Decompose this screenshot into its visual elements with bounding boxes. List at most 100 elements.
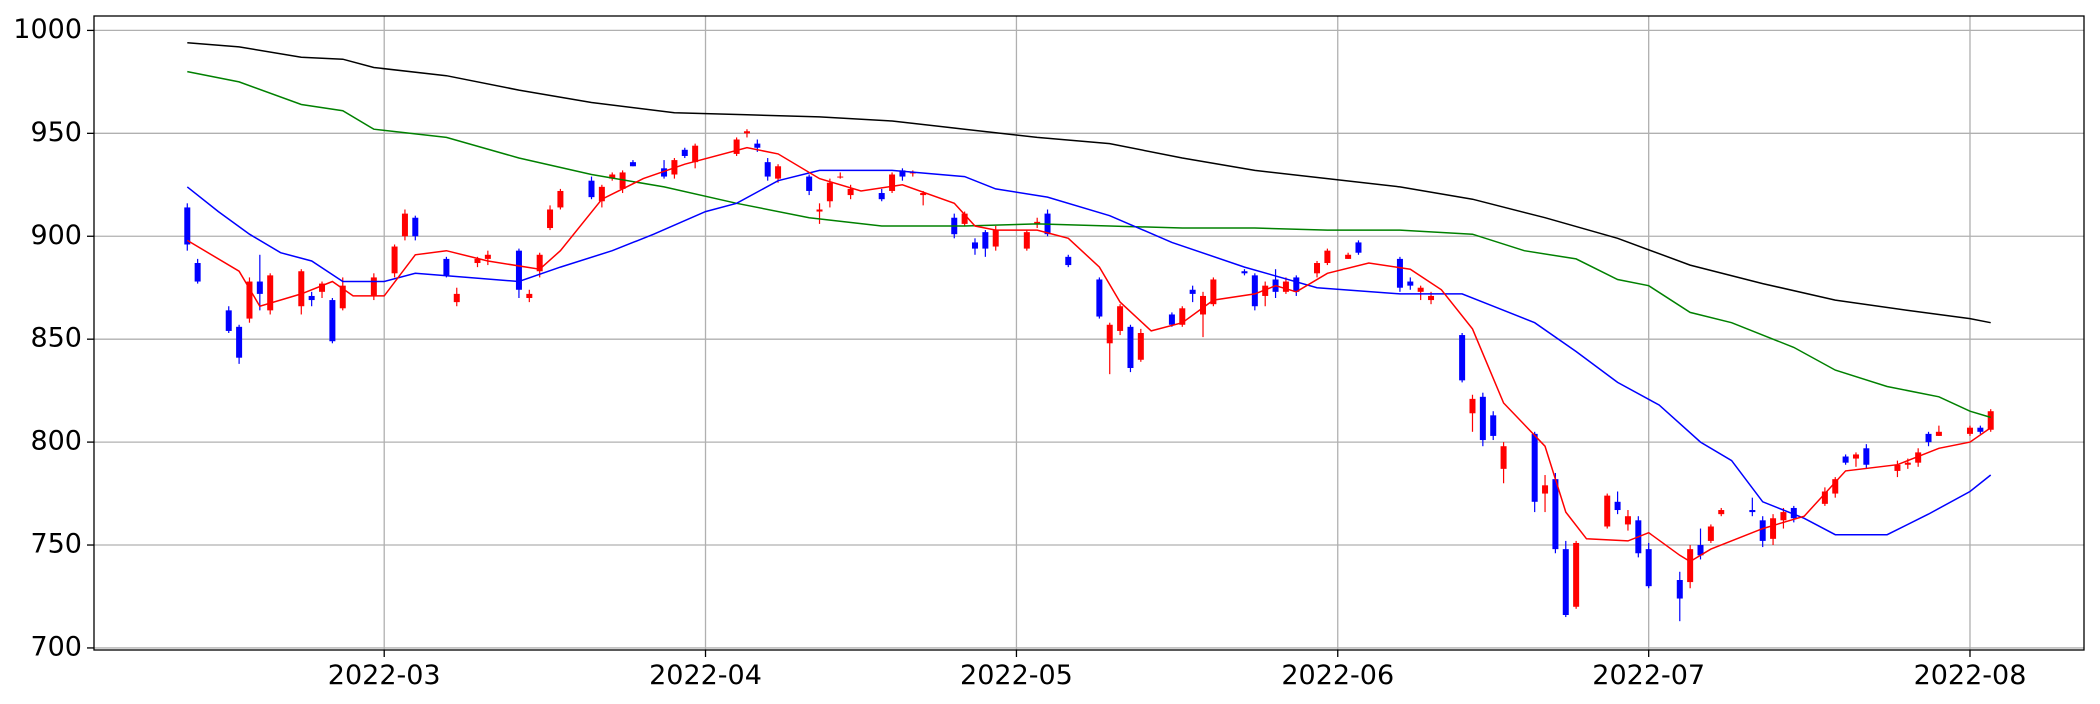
candle-body xyxy=(1459,335,1466,381)
candle-body xyxy=(961,213,968,224)
candle-body xyxy=(1355,242,1362,253)
candle-body xyxy=(1469,398,1476,414)
y-tick-label: 800 xyxy=(30,426,82,457)
candle-body xyxy=(681,149,688,156)
y-tick-label: 850 xyxy=(30,323,82,354)
candle-body xyxy=(1200,295,1207,315)
candle-body xyxy=(1645,549,1652,587)
candle-body xyxy=(1479,396,1486,441)
candle-body xyxy=(1282,281,1289,292)
candle-body xyxy=(1345,254,1352,259)
candle-body xyxy=(1490,415,1497,436)
candle-body xyxy=(1624,516,1631,525)
candle-body xyxy=(1790,507,1797,519)
candle-body xyxy=(1542,485,1549,494)
candle-body xyxy=(246,281,253,319)
candle-body xyxy=(1780,512,1787,521)
candle-body xyxy=(1106,324,1113,344)
candle-body xyxy=(1687,549,1694,583)
x-tick-label: 2022-06 xyxy=(1281,660,1394,691)
candle-body xyxy=(557,190,564,208)
candle-body xyxy=(453,293,460,303)
candle-body xyxy=(1417,287,1424,292)
candle-body xyxy=(1189,289,1196,294)
candle-body xyxy=(236,326,243,358)
candle-body xyxy=(1852,454,1859,459)
candle-body xyxy=(992,230,999,247)
plot-frame xyxy=(93,15,2085,651)
candle-body xyxy=(899,170,906,177)
candle-body xyxy=(1241,271,1248,274)
candle-body xyxy=(743,131,750,134)
candle-body xyxy=(1314,263,1321,274)
x-tick-label: 2022-04 xyxy=(649,660,762,691)
candle-body xyxy=(1925,433,1932,443)
candle-body xyxy=(629,162,636,167)
candle-body xyxy=(1023,232,1030,249)
candle-body xyxy=(391,246,398,274)
y-tick-label: 900 xyxy=(30,220,82,251)
candle-body xyxy=(619,172,626,189)
x-tick-label: 2022-03 xyxy=(328,660,441,691)
candle-body xyxy=(1987,411,1994,430)
candle-body xyxy=(225,310,232,331)
candle-body xyxy=(308,295,315,301)
y-tick-label: 1000 xyxy=(13,14,82,45)
candle-body xyxy=(1428,295,1435,301)
candle-body xyxy=(298,271,305,307)
candle-body xyxy=(194,263,201,282)
candle-body xyxy=(401,213,408,237)
candle-body xyxy=(319,283,326,292)
candle-body xyxy=(1604,495,1611,527)
candle-body xyxy=(1832,479,1839,494)
candle-body xyxy=(370,277,377,296)
candle-body xyxy=(816,209,823,212)
candle-body xyxy=(847,188,854,196)
candle-body xyxy=(1293,277,1300,292)
candle-body xyxy=(588,180,595,198)
candle-body xyxy=(754,143,761,148)
candle-body xyxy=(1573,542,1580,607)
candle-body xyxy=(1251,275,1258,307)
candle-body xyxy=(837,176,844,178)
candle-body xyxy=(256,281,263,294)
candle-body xyxy=(536,254,543,272)
y-tick-label: 700 xyxy=(30,631,82,662)
candle-body xyxy=(1863,448,1870,465)
candle-body xyxy=(547,209,554,229)
candle-body xyxy=(1562,549,1569,616)
candle-body xyxy=(889,174,896,191)
candle-body xyxy=(1065,256,1072,266)
candle-body xyxy=(412,217,419,237)
candle-body xyxy=(982,232,989,249)
candle-body xyxy=(1096,279,1103,317)
candle-body xyxy=(909,172,916,174)
candle-body xyxy=(1117,306,1124,331)
line-series xyxy=(187,70,1991,419)
candle-body xyxy=(609,174,616,179)
line-series xyxy=(187,42,1991,324)
candle-body xyxy=(339,285,346,309)
candle-body xyxy=(1977,427,1984,432)
candle-body xyxy=(329,300,336,342)
candle-body xyxy=(971,242,978,249)
candle-body xyxy=(474,258,481,264)
candle-body xyxy=(1210,279,1217,305)
candle-body xyxy=(1770,518,1777,539)
candle-body xyxy=(1396,258,1403,288)
candle-body xyxy=(526,293,533,299)
candle-body xyxy=(806,176,813,191)
candle-body xyxy=(1552,479,1559,550)
candle-body xyxy=(878,193,885,200)
candle-body xyxy=(1179,308,1186,325)
candle-body xyxy=(920,193,927,196)
candle-body xyxy=(1821,491,1828,504)
y-tick-label: 950 xyxy=(30,117,82,148)
candle-body xyxy=(661,168,668,177)
line-series xyxy=(186,146,1992,563)
candle-body xyxy=(1894,464,1901,471)
candle-body xyxy=(764,162,771,177)
candle-body xyxy=(598,186,605,202)
candle-body xyxy=(1676,580,1683,599)
x-tick-label: 2022-08 xyxy=(1914,660,2027,691)
